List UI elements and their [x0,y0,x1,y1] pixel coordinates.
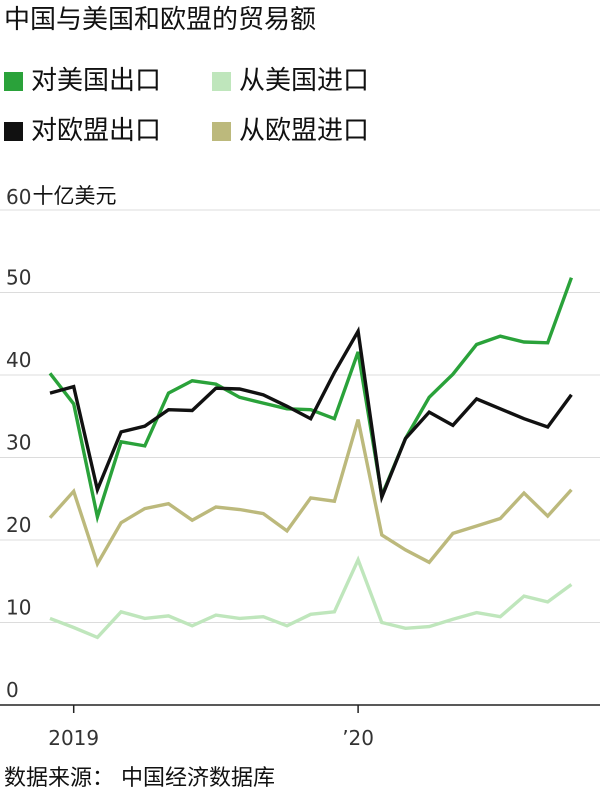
y-tick-label-30: 30 [6,431,31,455]
y-axis-unit-label: 十亿美元 [32,181,116,211]
legend-label-eu-exports: 对欧盟出口 [31,116,162,146]
x-tick-label-1: ’20 [342,726,374,750]
legend-item-us-imports: 从美国进口 [212,64,369,98]
legend-item-eu-imports: 从欧盟进口 [212,114,369,148]
y-tick-label-10: 10 [6,596,31,620]
chart-title: 中国与美国和欧盟的贸易额 [4,5,317,35]
y-tick-label-50: 50 [6,266,31,290]
legend-label-us-imports: 从美国进口 [239,66,370,96]
series-line-1 [49,555,573,640]
source-note: 数据来源： 中国经济数据库 [4,766,275,791]
legend-swatch-us-exports [4,72,23,91]
legend-item-eu-exports: 对欧盟出口 [4,114,161,148]
series-line-0 [48,277,573,524]
legend-swatch-eu-exports [4,122,23,141]
x-tick-label-0: 2019 [48,726,99,750]
legend-label-us-exports: 对美国出口 [31,66,162,96]
y-tick-label-20: 20 [6,513,31,537]
y-tick-label-40: 40 [6,348,31,372]
unit-text: 十亿美元 [32,184,117,208]
legend-swatch-us-imports [212,72,231,91]
y-tick-label-60: 60 [6,185,31,209]
legend-swatch-eu-imports [212,122,231,141]
legend-label-eu-imports: 从欧盟进口 [239,116,370,146]
series-line-3 [48,419,573,569]
legend-item-us-exports: 对美国出口 [4,64,161,98]
y-tick-label-0: 0 [6,678,19,702]
series-line-2 [49,326,573,504]
